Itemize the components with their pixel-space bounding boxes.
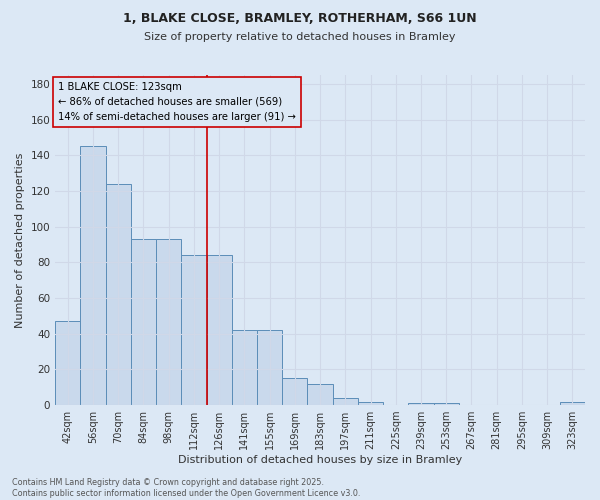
Bar <box>307 384 332 405</box>
Bar <box>232 330 257 405</box>
Bar <box>560 402 585 405</box>
Bar <box>80 146 106 405</box>
Bar <box>257 330 282 405</box>
Text: Size of property relative to detached houses in Bramley: Size of property relative to detached ho… <box>144 32 456 42</box>
Text: 1, BLAKE CLOSE, BRAMLEY, ROTHERHAM, S66 1UN: 1, BLAKE CLOSE, BRAMLEY, ROTHERHAM, S66 … <box>123 12 477 26</box>
X-axis label: Distribution of detached houses by size in Bramley: Distribution of detached houses by size … <box>178 455 462 465</box>
Bar <box>106 184 131 405</box>
Y-axis label: Number of detached properties: Number of detached properties <box>15 152 25 328</box>
Bar <box>55 321 80 405</box>
Bar <box>156 239 181 405</box>
Bar <box>332 398 358 405</box>
Text: Contains HM Land Registry data © Crown copyright and database right 2025.
Contai: Contains HM Land Registry data © Crown c… <box>12 478 361 498</box>
Bar <box>282 378 307 405</box>
Bar <box>181 255 206 405</box>
Bar <box>358 402 383 405</box>
Bar <box>409 404 434 405</box>
Bar <box>434 404 459 405</box>
Text: 1 BLAKE CLOSE: 123sqm
← 86% of detached houses are smaller (569)
14% of semi-det: 1 BLAKE CLOSE: 123sqm ← 86% of detached … <box>58 82 296 122</box>
Bar <box>131 239 156 405</box>
Bar <box>206 255 232 405</box>
